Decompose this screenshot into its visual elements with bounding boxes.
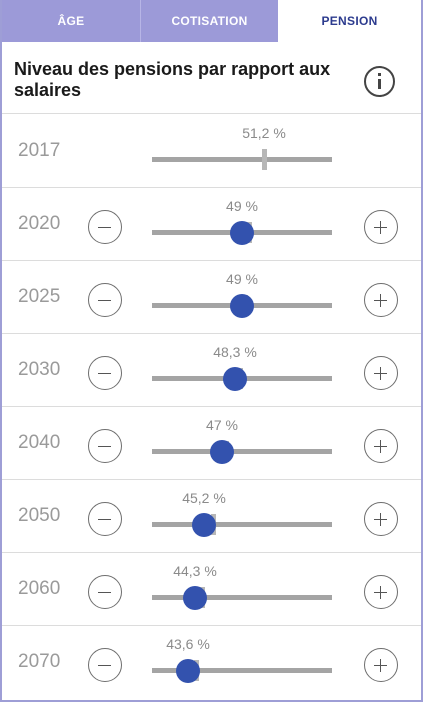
pension-value-label: 45,2 % [182,490,226,506]
slider-track [152,157,332,162]
plus-icon [379,586,382,599]
pension-slider[interactable]: 43,6 % [152,636,332,691]
minus-icon [98,591,111,594]
minus-icon [98,664,111,667]
pension-value-label: 48,3 % [213,344,257,360]
increase-button[interactable] [364,502,398,536]
info-icon[interactable] [364,66,395,97]
pension-value-label: 49 % [226,271,258,287]
minus-icon [98,226,111,229]
increase-button[interactable] [364,356,398,390]
pension-value-label: 43,6 % [166,636,210,652]
year-label: 2030 [18,359,61,380]
slider-track[interactable] [152,668,332,673]
slider-handle[interactable] [210,440,234,464]
minus-icon [98,445,111,448]
slider-handle[interactable] [223,367,247,391]
minus-icon [98,299,111,302]
slider-handle[interactable] [183,586,207,610]
plus-icon [379,440,382,453]
pension-value-label: 44,3 % [173,563,217,579]
pension-value-label: 47 % [206,417,238,433]
pension-row-2020: 2020 49 % [2,188,421,261]
slider-track[interactable] [152,522,332,527]
reference-marker [261,149,267,170]
decrease-button[interactable] [88,283,122,317]
year-label: 2020 [18,213,61,234]
decrease-button[interactable] [88,502,122,536]
increase-button[interactable] [364,210,398,244]
pension-slider[interactable]: 47 % [152,417,332,472]
decrease-button[interactable] [88,356,122,390]
info-icon-glyph [378,73,381,89]
pension-row-2060: 2060 44,3 % [2,553,421,626]
pension-row-2050: 2050 45,2 % [2,480,421,553]
decrease-button[interactable] [88,210,122,244]
year-label: 2050 [18,505,61,526]
increase-button[interactable] [364,575,398,609]
increase-button[interactable] [364,648,398,682]
panel-header: Niveau des pensions par rapport aux sala… [2,42,421,114]
pension-rows: 2017 51,2 % 2020 49 % 2025 49 % 2030 48,3 % 2040… [2,115,421,699]
pension-slider[interactable]: 49 % [152,271,332,326]
pension-slider[interactable]: 45,2 % [152,490,332,545]
pension-row-2030: 2030 48,3 % [2,334,421,407]
year-label: 2040 [18,432,61,453]
plus-icon [379,367,382,380]
slider-track[interactable] [152,449,332,454]
increase-button[interactable] [364,429,398,463]
slider-handle[interactable] [230,221,254,245]
tab-cotisation[interactable]: COTISATION [140,0,278,42]
plus-icon [379,221,382,234]
minus-icon [98,372,111,375]
minus-icon [98,518,111,521]
decrease-button[interactable] [88,575,122,609]
increase-button[interactable] [364,283,398,317]
plus-icon [379,513,382,526]
year-label: 2017 [18,140,61,161]
decrease-button[interactable] [88,648,122,682]
slider-handle[interactable] [192,513,216,537]
pension-slider: 51,2 % [152,125,332,180]
pension-slider[interactable]: 48,3 % [152,344,332,399]
slider-handle[interactable] [230,294,254,318]
slider-handle[interactable] [176,659,200,683]
pension-value-label: 49 % [226,198,258,214]
pension-value-label: 51,2 % [242,125,286,141]
pension-row-2070: 2070 43,6 % [2,626,421,699]
decrease-button[interactable] [88,429,122,463]
pension-row-2017: 2017 51,2 % [2,115,421,188]
pension-row-2040: 2040 47 % [2,407,421,480]
slider-track[interactable] [152,595,332,600]
page-title: Niveau des pensions par rapport aux sala… [14,59,331,100]
plus-icon [379,659,382,672]
pension-row-2025: 2025 49 % [2,261,421,334]
pension-slider[interactable]: 49 % [152,198,332,253]
year-label: 2060 [18,578,61,599]
tab-pension[interactable]: PENSION [278,0,421,42]
year-label: 2025 [18,286,61,307]
pension-slider[interactable]: 44,3 % [152,563,332,618]
tab-bar: ÂGE COTISATION PENSION [2,0,421,42]
plus-icon [379,294,382,307]
year-label: 2070 [18,651,61,672]
tab-age[interactable]: ÂGE [2,0,140,42]
